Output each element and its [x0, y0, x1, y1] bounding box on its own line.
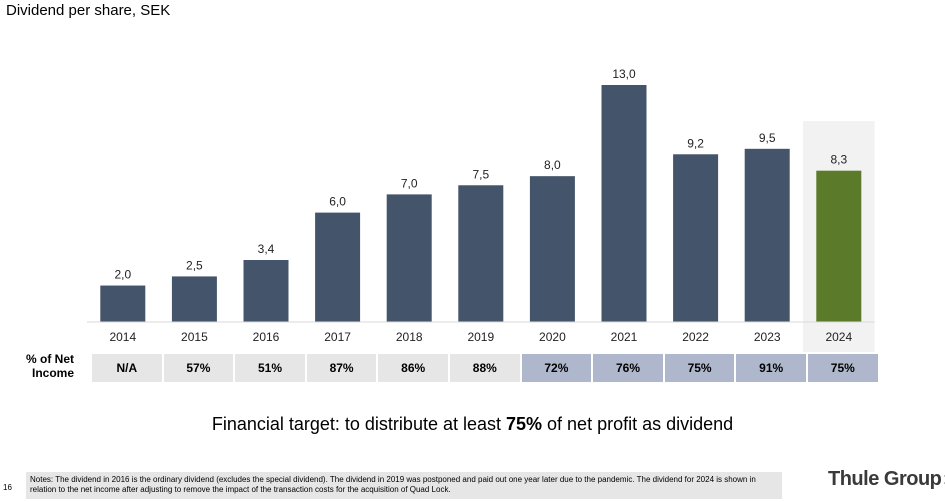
- bar-2015: [171, 276, 217, 322]
- x-tick-label-2020: 2020: [539, 330, 566, 344]
- x-tick-label-2024: 2024: [825, 330, 852, 344]
- net-income-cell-2021: 76%: [593, 354, 663, 382]
- net-income-cell-2019: 88%: [450, 354, 520, 382]
- bar-value-label-2021: 13,0: [612, 67, 636, 81]
- footer-notes: Notes: The dividend in 2016 is the ordin…: [30, 475, 756, 494]
- net-income-cell-2022: 75%: [664, 354, 735, 382]
- chart-subtitle: Dividend per share, SEK: [6, 2, 171, 19]
- x-tick-label-2021: 2021: [611, 330, 638, 344]
- page-number: 16: [3, 483, 12, 492]
- financial-target-prefix: Financial target: to distribute at least: [211, 414, 506, 434]
- bar-value-label-2020: 8,0: [544, 158, 561, 172]
- x-tick-label-2014: 2014: [109, 330, 136, 344]
- net-income-cell-2016: 51%: [235, 354, 305, 382]
- financial-target: Financial target: to distribute at least…: [0, 414, 945, 435]
- bar-2016: [243, 260, 289, 322]
- bar-2014: [100, 285, 146, 322]
- bar-value-label-2022: 9,2: [687, 136, 704, 150]
- net-income-cell-2020: 72%: [521, 354, 592, 382]
- bar-value-label-2016: 3,4: [258, 242, 275, 256]
- bar-value-label-2017: 6,0: [329, 195, 346, 209]
- bar-2017: [315, 212, 361, 322]
- thule-group-logo: Thule Group »: [828, 468, 945, 491]
- double-chevron-right-icon: »: [943, 468, 945, 491]
- bar-value-label-2015: 2,5: [186, 258, 203, 272]
- financial-target-suffix: of net profit as dividend: [542, 414, 734, 434]
- x-tick-label-2018: 2018: [396, 330, 423, 344]
- x-tick-label-2023: 2023: [754, 330, 781, 344]
- bar-2022: [673, 154, 719, 322]
- bar-2023: [744, 148, 790, 322]
- bar-value-label-2023: 9,5: [759, 131, 776, 145]
- x-tick-label-2017: 2017: [324, 330, 351, 344]
- bar-value-label-2018: 7,0: [401, 176, 418, 190]
- logo-text: Thule Group: [828, 468, 942, 490]
- bar-2018: [386, 194, 432, 322]
- bar-2024: [816, 170, 862, 322]
- financial-target-bold: 75%: [506, 414, 543, 434]
- net-income-label-line1: % of Net: [26, 352, 74, 366]
- bar-value-label-2024: 8,3: [830, 153, 847, 167]
- bar-2020: [529, 176, 575, 322]
- net-income-cell-2018: 86%: [378, 354, 448, 382]
- net-income-cell-2014: N/A: [92, 354, 162, 382]
- dividend-bar-chart: 2,0 2014 2,5 2015 3,4 2016 6,0 2017 7,0 2018 7,5 20…: [87, 67, 875, 352]
- x-tick-label-2016: 2016: [253, 330, 280, 344]
- bar-value-label-2019: 7,5: [472, 167, 489, 181]
- footer-notes-background: [26, 472, 782, 499]
- x-tick-label-2022: 2022: [682, 330, 709, 344]
- net-income-row-label: % of Net Income: [8, 352, 74, 380]
- net-income-cell-2015: 57%: [163, 354, 234, 382]
- bar-2021: [601, 85, 647, 322]
- x-tick-label-2019: 2019: [467, 330, 494, 344]
- bar-2019: [458, 185, 504, 322]
- x-tick-label-2015: 2015: [181, 330, 208, 344]
- bar-value-label-2014: 2,0: [114, 268, 131, 282]
- net-income-cell-2024: 75%: [808, 354, 878, 382]
- net-income-cell-2017: 87%: [306, 354, 377, 382]
- net-income-label-line2: Income: [31, 366, 74, 380]
- net-income-cell-2023: 91%: [736, 354, 806, 382]
